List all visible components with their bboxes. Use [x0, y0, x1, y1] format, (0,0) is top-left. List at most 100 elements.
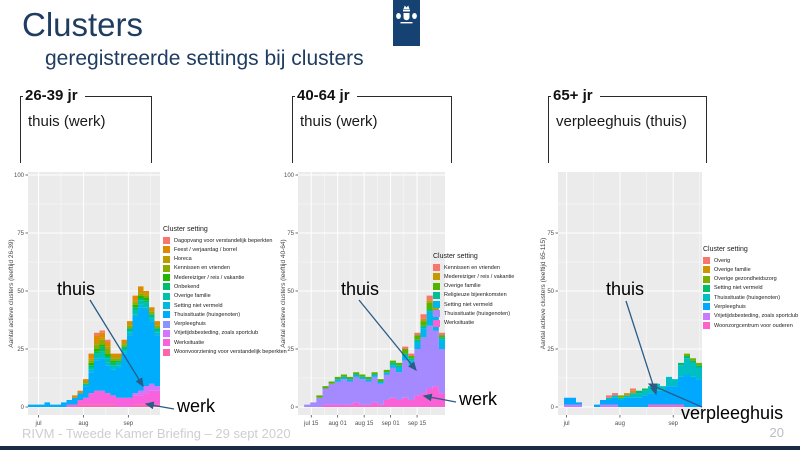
rijksoverheid-logo — [393, 0, 420, 46]
legend-swatch — [433, 301, 440, 309]
x-tick-label: jul — [35, 421, 42, 427]
legend-label: Verpleeghuis — [714, 303, 746, 310]
legend-swatch — [163, 302, 170, 310]
legend-label: Thuissituatie (huisgenoten) — [714, 294, 781, 301]
legend-item: Verpleeghuis — [703, 303, 798, 311]
group-label-26-39: 26-39 jr thuis (werk) — [20, 87, 152, 163]
legend-item: Werksituatie — [433, 319, 514, 327]
legend-swatch — [163, 283, 170, 291]
legend-swatch — [433, 319, 440, 327]
page-title: Clusters — [22, 6, 144, 43]
legend-item: Onbekend — [163, 283, 287, 291]
coat-of-arms-icon — [396, 5, 417, 24]
y-tick-label: 25 — [547, 347, 554, 353]
legend-label: Vrijetijdsbesteding, zoals sportclub — [174, 330, 259, 337]
legend-item: Thuissituatie (huisgenoten) — [433, 310, 514, 318]
legend-item: Dagopvang voor verstandelijk beperkten — [163, 237, 287, 244]
legend-item: Overig — [703, 257, 798, 264]
group-label-65plus: 65+ jr verpleeghuis (thuis) — [548, 87, 707, 163]
legend-26-39: Cluster setting Dagopvang voor verstandel… — [163, 226, 287, 358]
legend-label: Werksituatie — [444, 320, 475, 327]
legend-label: Feest / verjaardag / borrel — [174, 246, 237, 253]
annotation-thuis-1: thuis — [57, 279, 96, 299]
legend-title: Cluster setting — [433, 253, 478, 260]
y-tick-label: 25 — [287, 347, 294, 353]
legend-item: Kennissen en vrienden — [433, 264, 514, 271]
area-series — [558, 404, 702, 407]
legend-label: Thuissituatie (huisgenoten) — [444, 310, 511, 317]
bottom-bar — [0, 446, 800, 450]
legend-item: Medereiziger / reis / vakantie — [433, 273, 515, 281]
area-series — [28, 404, 160, 407]
chart-panel-40-64: 0 25 50 75 100 jul 15 aug 01 aug 15 sep 01 sep 15 — [284, 172, 445, 427]
legend-label: Medereiziger / reis / vakantie — [174, 274, 245, 281]
area-series — [298, 325, 445, 407]
group-label-40-64: 40-64 jr thuis (werk) — [292, 87, 452, 163]
legend-label: Vrijetijdsbesteding, zoals sportclub — [714, 313, 799, 320]
page-subtitle: geregistreerde settings bij clusters — [45, 47, 364, 70]
chart-panel-65plus: 0 25 50 75 jul aug sep — [547, 172, 702, 427]
y-tick-label: 0 — [551, 405, 555, 411]
legend-item: Religieuze bijeenkomsten — [433, 291, 514, 299]
legend-swatch — [703, 284, 710, 292]
legend-swatch — [703, 257, 710, 264]
legend-swatch — [163, 274, 170, 282]
legend-swatch — [433, 291, 440, 299]
y-tick-label: 100 — [14, 173, 25, 179]
legend-swatch — [433, 310, 440, 318]
y-tick-label: 75 — [547, 231, 554, 237]
legend-swatch — [163, 246, 170, 254]
x-tick-label: sep 01 — [382, 421, 401, 427]
footer-text: RIVM - Tweede Kamer Briefing – 29 sept 2… — [22, 426, 291, 441]
annotation-werk-2: werk — [459, 389, 498, 409]
legend-label: Religieuze bijeenkomsten — [444, 292, 507, 299]
legend-label: Kennissen en vrienden — [444, 264, 500, 271]
legend-label: Woonzorgcentrum voor ouderen — [714, 322, 793, 329]
legend-item: Woonvoorziening voor verstandelijk beper… — [163, 348, 287, 356]
legend-label: Overige familie — [174, 293, 211, 300]
legend-label: Werksituatie — [174, 339, 205, 346]
area-series — [298, 386, 445, 407]
legend-item: Thuissituatie (huisgenoten) — [703, 294, 798, 302]
legend-swatch — [163, 339, 170, 347]
legend-65plus: Cluster setting Overig Overige familie Over… — [703, 246, 798, 331]
setting-label: thuis (werk) — [28, 113, 106, 130]
area-series — [558, 358, 702, 407]
x-tick-label: sep — [123, 421, 133, 427]
legend-item: Thuissituatie (huisgenoten) — [163, 311, 287, 319]
legend-swatch — [703, 275, 710, 283]
x-tick-label: jul — [563, 421, 570, 427]
legend-item: Overige familie — [703, 266, 798, 274]
setting-label: thuis (werk) — [300, 113, 378, 130]
legend-label: Verpleeghuis — [174, 321, 206, 328]
legend-label: Woonvoorziening voor verstandelijk beper… — [174, 349, 287, 356]
legend-item: Overige familie — [433, 282, 514, 290]
y-tick-label: 25 — [17, 347, 24, 353]
legend-swatch — [163, 237, 170, 244]
chart-panel-26-39: 0 25 50 75 100 jul aug sep — [14, 172, 160, 427]
x-tick-label: sep 15 — [408, 421, 427, 427]
legend-item: Medereiziger / reis / vakantie — [163, 274, 287, 282]
legend-label: Medereiziger / reis / vakantie — [444, 273, 515, 280]
legend-label: Thuissituatie (huisgenoten) — [174, 311, 241, 318]
legend-label: Dagopvang voor verstandelijk beperkten — [174, 237, 273, 244]
annotation-werk-1: werk — [177, 396, 216, 416]
legend-item: Vrijetijdsbesteding, zoals sportclub — [163, 329, 287, 337]
annotation-verpleeghuis-3: verpleeghuis — [681, 403, 784, 423]
legend-item: Overige familie — [163, 292, 287, 300]
legend-swatch — [163, 348, 170, 356]
legend-40-64: Cluster setting Kennissen en vrienden Mede… — [433, 253, 514, 329]
legend-item: Kennissen en vrienden — [163, 264, 287, 272]
y-tick-label: 50 — [547, 289, 554, 295]
legend-swatch — [703, 294, 710, 302]
x-tick-label: aug — [78, 421, 88, 427]
legend-swatch — [433, 282, 440, 290]
legend-label: Overige familie — [714, 266, 751, 273]
x-tick-label: jul 15 — [303, 421, 319, 427]
legend-swatch — [433, 264, 440, 271]
y-tick-label: 0 — [291, 405, 295, 411]
legend-item: Feest / verjaardag / borrel — [163, 246, 287, 254]
legend-swatch — [703, 312, 710, 320]
legend-label: Overige familie — [444, 283, 481, 290]
legend-swatch — [163, 264, 170, 272]
